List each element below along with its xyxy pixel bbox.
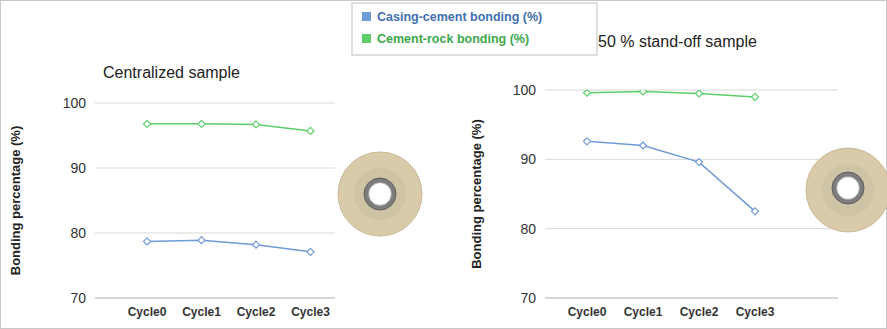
y-tick-label: 100	[513, 82, 537, 98]
y-tick-label: 80	[520, 221, 536, 237]
figure: 70 80 90 100 Cycle0 Cycle1 Cycle2 Cycle3 Central…	[0, 0, 887, 329]
x-axis	[545, 298, 838, 299]
grid-line	[545, 90, 838, 91]
x-tick-label: Cycle1	[182, 305, 221, 319]
series-line	[587, 91, 755, 97]
x-axis	[95, 298, 335, 299]
series-line	[147, 124, 311, 131]
y-tick-label: 80	[70, 225, 86, 241]
marker	[144, 238, 151, 245]
y-tick-label: 90	[520, 151, 536, 167]
legend-label: Cement-rock bonding (%)	[377, 32, 529, 46]
plot-data	[584, 90, 759, 215]
y-axis-label: Bonding percentage (%)	[469, 119, 484, 269]
legend-label: Casing-cement bonding (%)	[377, 10, 542, 24]
marker	[640, 90, 647, 95]
grid-line	[545, 298, 838, 299]
x-tick-label: Cycle3	[291, 305, 330, 319]
marker	[307, 127, 314, 134]
marker	[198, 237, 205, 244]
marker	[696, 159, 703, 166]
marker	[253, 241, 260, 248]
plot-data	[144, 120, 315, 255]
chart-title: 50 % stand-off sample	[598, 33, 757, 50]
x-tick-label: Cycle0	[128, 305, 167, 319]
x-tick-label: Cycle2	[237, 305, 276, 319]
grid-line	[545, 228, 838, 229]
grid-line	[95, 103, 335, 104]
marker	[696, 90, 703, 97]
marker	[584, 90, 591, 96]
y-tick-label: 90	[70, 160, 86, 176]
marker	[752, 208, 759, 215]
grid-line	[95, 233, 335, 234]
marker	[198, 120, 205, 127]
marker	[253, 121, 260, 128]
y-tick-label: 70	[520, 290, 536, 306]
chart: 70 80 90 100 Cycle0 Cycle1 Cycle2 Cycle3 Central…	[8, 64, 335, 319]
sample-icon	[338, 152, 422, 236]
y-axis-label: Bonding percentage (%)	[8, 126, 23, 276]
x-tick-label: Cycle1	[624, 305, 663, 319]
chart: 70 80 90 100 Cycle0 Cycle1 Cycle2 Cycle3 50 % st…	[469, 33, 838, 319]
chart-title: Centralized sample	[103, 64, 240, 81]
grid-line	[95, 298, 335, 299]
legend-swatch	[362, 34, 371, 43]
series-line	[147, 240, 311, 252]
legend: Casing-cement bonding (%) Cement-rock bon…	[352, 3, 597, 55]
marker	[640, 142, 647, 149]
marker	[752, 93, 759, 100]
figure-frame	[1, 1, 887, 329]
legend-swatch	[362, 12, 371, 21]
grid-line	[95, 168, 335, 169]
y-tick-label: 70	[70, 290, 86, 306]
legend-box	[352, 3, 597, 55]
marker	[144, 120, 151, 127]
y-tick-label: 100	[63, 95, 87, 111]
x-tick-label: Cycle0	[568, 305, 607, 319]
x-tick-label: Cycle3	[736, 305, 775, 319]
series-line	[587, 141, 755, 211]
sample-icon	[806, 148, 887, 232]
marker	[584, 138, 591, 145]
marker	[307, 248, 314, 255]
x-tick-label: Cycle2	[680, 305, 719, 319]
